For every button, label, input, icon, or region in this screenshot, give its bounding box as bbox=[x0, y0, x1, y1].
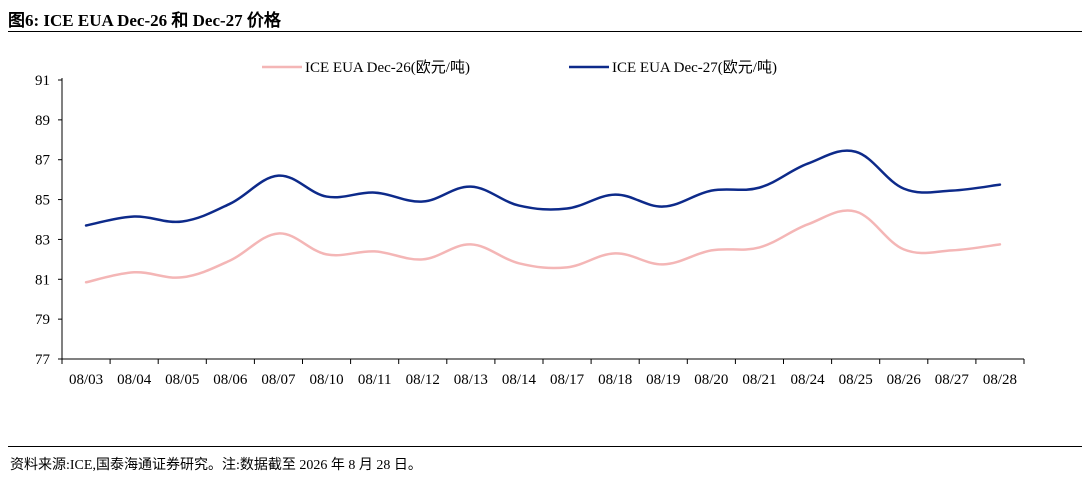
source-note: 资料来源:ICE,国泰海通证券研究。注:数据截至 2026 年 8 月 28 日… bbox=[10, 458, 422, 473]
legend-label-1: ICE EUA Dec-26(欧元/吨) bbox=[305, 59, 470, 76]
data-point bbox=[758, 246, 760, 248]
data-point bbox=[422, 200, 424, 202]
x-tick-label: 08/10 bbox=[309, 372, 343, 388]
chart-axes: 77 79 81 83 85 87 89 91 08/03 08/04 08/05 08/06 08/0… bbox=[35, 73, 1025, 388]
y-tick-label: 83 bbox=[35, 232, 50, 248]
x-tick-label: 08/21 bbox=[742, 372, 776, 388]
series-line-2 bbox=[84, 149, 1002, 227]
data-point bbox=[710, 189, 712, 191]
x-tick-label: 08/04 bbox=[117, 372, 152, 388]
data-point bbox=[229, 202, 231, 204]
data-point bbox=[999, 183, 1001, 185]
x-tick-label: 08/11 bbox=[358, 372, 392, 388]
x-tick-label: 08/13 bbox=[454, 372, 488, 388]
series-line-1 bbox=[84, 209, 1002, 284]
data-point bbox=[806, 223, 808, 225]
data-point bbox=[85, 281, 87, 283]
top-rule bbox=[8, 31, 1082, 32]
x-tick-label: 08/06 bbox=[213, 372, 248, 388]
x-tick-label: 08/05 bbox=[165, 372, 199, 388]
data-point bbox=[325, 253, 327, 255]
data-point bbox=[566, 207, 568, 209]
data-point bbox=[518, 204, 520, 206]
y-tick-label: 87 bbox=[35, 153, 51, 169]
data-point bbox=[854, 210, 856, 212]
y-tick-label: 81 bbox=[35, 272, 50, 288]
data-point bbox=[710, 249, 712, 251]
data-point bbox=[566, 266, 568, 268]
line-chart: 77 79 81 83 85 87 89 91 08/03 08/04 08/05 08/06 08/0… bbox=[35, 59, 1025, 388]
data-point bbox=[85, 224, 87, 226]
x-tick-label: 08/20 bbox=[694, 372, 728, 388]
data-point bbox=[133, 271, 135, 273]
chart-legend: ICE EUA Dec-26(欧元/吨) ICE EUA Dec-27(欧元/吨) bbox=[262, 59, 777, 76]
legend-label-2: ICE EUA Dec-27(欧元/吨) bbox=[612, 59, 777, 76]
data-point bbox=[181, 220, 183, 222]
y-tick-label: 85 bbox=[35, 193, 50, 209]
data-point bbox=[854, 151, 856, 153]
data-point bbox=[903, 187, 905, 189]
data-point bbox=[951, 249, 953, 251]
x-tick-label: 08/12 bbox=[406, 372, 440, 388]
figure-title: 图6: ICE EUA Dec-26 和 Dec-27 价格 bbox=[8, 11, 281, 30]
data-point bbox=[470, 243, 472, 245]
data-point bbox=[903, 248, 905, 250]
data-point bbox=[133, 215, 135, 217]
data-point bbox=[422, 258, 424, 260]
data-point bbox=[999, 243, 1001, 245]
bottom-rule bbox=[8, 446, 1082, 447]
x-tick-label: 08/18 bbox=[598, 372, 632, 388]
x-tick-label: 08/03 bbox=[69, 372, 103, 388]
x-tick-label: 08/14 bbox=[502, 372, 537, 388]
data-point bbox=[470, 185, 472, 187]
x-tick-label: 08/07 bbox=[261, 372, 296, 388]
data-point bbox=[614, 252, 616, 254]
data-point bbox=[229, 259, 231, 261]
data-point bbox=[277, 232, 279, 234]
x-tick-label: 08/19 bbox=[646, 372, 680, 388]
y-tick-label: 89 bbox=[35, 113, 50, 129]
y-tick-label: 79 bbox=[35, 312, 50, 328]
data-point bbox=[758, 186, 760, 188]
data-point bbox=[614, 193, 616, 195]
x-tick-label: 08/26 bbox=[887, 372, 922, 388]
data-point bbox=[373, 191, 375, 193]
data-point bbox=[373, 250, 375, 252]
y-tick-label: 77 bbox=[35, 352, 51, 368]
data-point bbox=[277, 174, 279, 176]
data-point bbox=[518, 262, 520, 264]
x-tick-label: 08/27 bbox=[935, 372, 970, 388]
x-tick-label: 08/24 bbox=[790, 372, 825, 388]
data-point bbox=[662, 263, 664, 265]
data-point bbox=[951, 189, 953, 191]
x-tick-label: 08/28 bbox=[983, 372, 1017, 388]
data-point bbox=[181, 276, 183, 278]
data-point bbox=[806, 163, 808, 165]
chart-series bbox=[84, 149, 1002, 284]
data-point bbox=[325, 195, 327, 197]
x-tick-label: 08/25 bbox=[839, 372, 873, 388]
x-tick-label: 08/17 bbox=[550, 372, 585, 388]
y-tick-label: 91 bbox=[35, 73, 50, 89]
data-point bbox=[662, 205, 664, 207]
